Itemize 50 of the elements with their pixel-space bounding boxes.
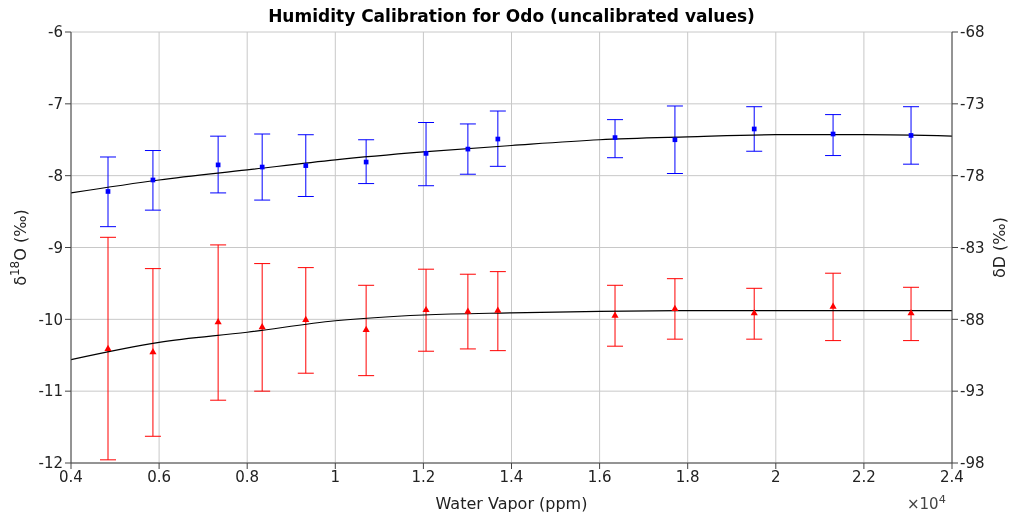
point	[105, 189, 111, 194]
point	[612, 135, 618, 140]
x-tick-label: 2	[771, 467, 781, 486]
y2-tick-label: -68	[960, 23, 985, 42]
line-series	[71, 310, 952, 361]
x-axis-title: Water Vapor (ppm)	[435, 494, 588, 513]
y2-axis-title: δD (‰)	[990, 216, 1009, 279]
point	[464, 307, 472, 314]
text: ×10$^{4}$	[907, 492, 946, 513]
y-tick-label: -9	[48, 238, 63, 257]
x-tick-label: 2.4	[940, 467, 964, 486]
point	[671, 304, 679, 312]
x-tick-label: 0.4	[59, 467, 83, 486]
line-series	[71, 134, 952, 194]
y-tick-label: -11	[38, 382, 63, 401]
point	[303, 163, 309, 168]
point	[494, 306, 502, 313]
x-tick-label: 2.2	[851, 467, 876, 486]
x-tick-label: 1	[330, 467, 341, 486]
point	[302, 315, 310, 322]
x-tick-label: 1.4	[499, 467, 524, 486]
x-tick-label: 0.6	[147, 467, 172, 486]
point	[423, 151, 429, 156]
y-tick-label: -7	[48, 95, 63, 114]
point	[829, 302, 837, 309]
y2-tick-label: -93	[960, 382, 985, 401]
y2-tick-label: -73	[960, 95, 985, 114]
point	[908, 133, 914, 138]
x-tick-label: 0.8	[235, 467, 260, 486]
x-tick-label: 1.2	[411, 467, 436, 486]
chart-title: Humidity Calibration for Odo (uncalibrated values)	[268, 6, 755, 26]
point	[104, 344, 112, 351]
y-tick-label: -10	[38, 310, 63, 329]
y2-tick-label: -78	[960, 166, 985, 185]
x-tick-label: 1.6	[587, 467, 612, 486]
point	[495, 136, 501, 142]
x-tick-label: 1.8	[675, 467, 700, 486]
point	[259, 164, 265, 170]
point	[672, 137, 678, 143]
point	[214, 318, 222, 325]
point	[611, 311, 619, 318]
y2-tick-label: -83	[960, 238, 985, 257]
y-tick-label: -6	[48, 23, 63, 42]
y-tick-label: -8	[48, 166, 63, 185]
point	[751, 126, 757, 132]
point	[750, 309, 758, 316]
point	[362, 325, 370, 333]
point	[422, 305, 430, 313]
point	[258, 323, 266, 330]
y2-tick-label: -88	[960, 310, 985, 329]
